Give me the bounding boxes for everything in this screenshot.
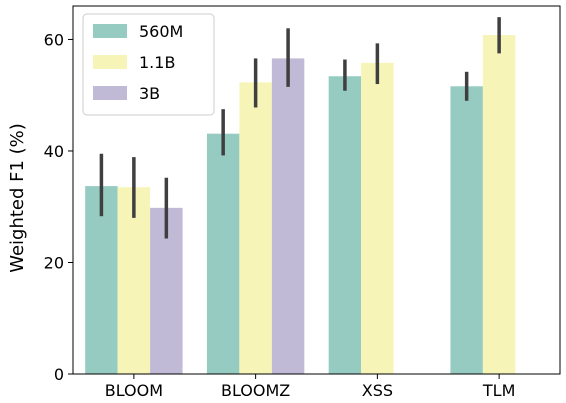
bar-1.1b-tlm (482, 34, 516, 375)
x-tick-label-xss: XSS (362, 381, 393, 400)
legend-label-560m: 560M (139, 22, 183, 41)
y-tick-label: 0 (54, 365, 64, 384)
y-tick-label: 20 (44, 253, 64, 272)
legend-label-1.1b: 1.1B (139, 53, 175, 72)
bar-3b-bloomz (271, 58, 305, 375)
y-tick-label: 40 (44, 142, 64, 161)
bar-1.1b-bloomz (239, 82, 272, 374)
bars-layer (85, 34, 516, 375)
bar-560m-bloom (85, 186, 118, 374)
x-tick-label-bloom: BLOOM (105, 381, 163, 400)
y-axis-title: Weighted F1 (%) (7, 123, 28, 273)
legend: 560M 1.1B 3B (82, 13, 215, 116)
plot-frame (72, 5, 561, 375)
axes-layer: 0 20 40 60 BLOOM BLOOMZ XSS TLM (44, 5, 561, 400)
y-tick-label: 60 (44, 30, 64, 49)
legend-swatch-560m (93, 24, 127, 38)
bar-560m-tlm (450, 86, 483, 375)
bar-560m-xss (328, 76, 362, 374)
x-tick-label-tlm: TLM (482, 381, 516, 400)
legend-swatch-1.1b (93, 55, 127, 69)
bar-1.1b-xss (361, 62, 394, 374)
legend-label-3b: 3B (139, 84, 160, 103)
bar-1.1b-bloom (117, 187, 151, 374)
error-bars-layer (99, 17, 501, 239)
legend-swatch-3b (93, 86, 127, 100)
x-tick-label-bloomz: BLOOMZ (221, 381, 290, 400)
bar-560m-bloomz (206, 133, 240, 374)
